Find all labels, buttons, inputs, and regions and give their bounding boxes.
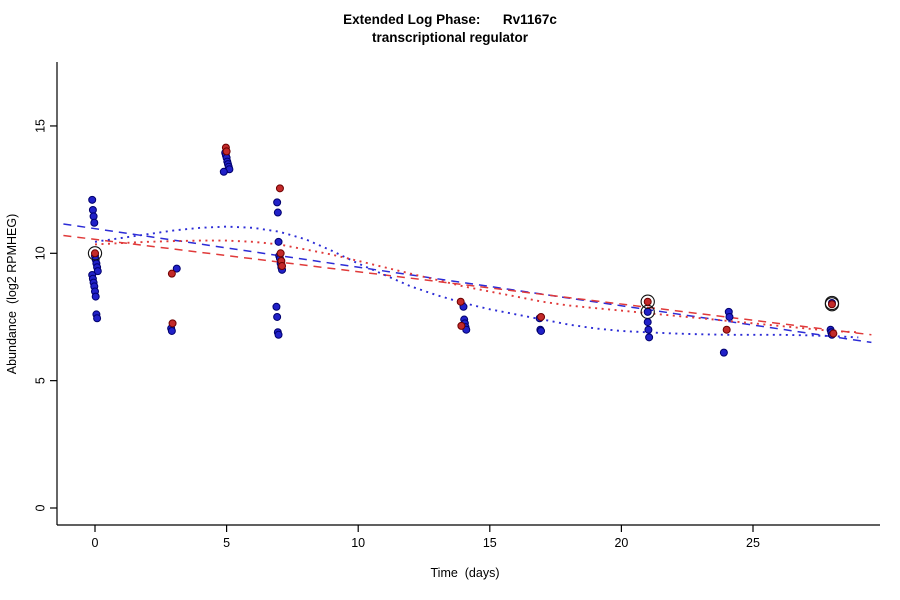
svg-text:10: 10: [351, 536, 365, 550]
chart-title-line1: Extended Log Phase: Rv1167c: [343, 12, 557, 27]
svg-text:0: 0: [92, 536, 99, 550]
svg-text:25: 25: [746, 536, 760, 550]
y-axis-label: Abundance (log2 RPMHEG): [5, 213, 19, 375]
svg-text:20: 20: [614, 536, 628, 550]
x-axis-label: Time (days): [430, 566, 500, 580]
svg-text:10: 10: [33, 246, 47, 260]
svg-text:15: 15: [33, 119, 47, 133]
svg-text:0: 0: [33, 504, 47, 511]
svg-text:5: 5: [33, 377, 47, 384]
svg-text:5: 5: [223, 536, 230, 550]
chart-title-line2: transcriptional regulator: [371, 30, 529, 45]
svg-text:15: 15: [483, 536, 497, 550]
